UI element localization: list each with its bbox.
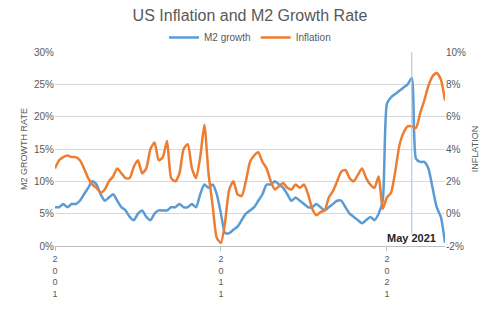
svg-text:10%: 10%: [34, 176, 54, 187]
svg-text:5%: 5%: [40, 208, 55, 219]
svg-text:20%: 20%: [34, 111, 54, 122]
svg-text:0%: 0%: [446, 208, 461, 219]
svg-text:2%: 2%: [446, 176, 461, 187]
svg-text:25%: 25%: [34, 79, 54, 90]
svg-text:May 2021: May 2021: [387, 232, 436, 244]
svg-text:INFLATION: INFLATION: [470, 126, 480, 172]
svg-text:M2 growth: M2 growth: [204, 32, 251, 43]
svg-text:2001: 2001: [52, 254, 57, 299]
svg-text:8%: 8%: [446, 79, 461, 90]
svg-text:30%: 30%: [34, 47, 54, 58]
svg-text:4%: 4%: [446, 144, 461, 155]
svg-text:M2 GROWTH RATE: M2 GROWTH RATE: [19, 108, 29, 190]
svg-text:10%: 10%: [446, 47, 466, 58]
svg-text:2021: 2021: [384, 254, 389, 299]
svg-text:15%: 15%: [34, 144, 54, 155]
svg-text:US Inflation and M2 Growth Rat: US Inflation and M2 Growth Rate: [133, 7, 368, 24]
svg-text:0%: 0%: [40, 241, 55, 252]
svg-text:Inflation: Inflation: [296, 32, 331, 43]
svg-text:6%: 6%: [446, 111, 461, 122]
svg-text:-2%: -2%: [446, 241, 464, 252]
svg-text:2011: 2011: [218, 254, 223, 299]
